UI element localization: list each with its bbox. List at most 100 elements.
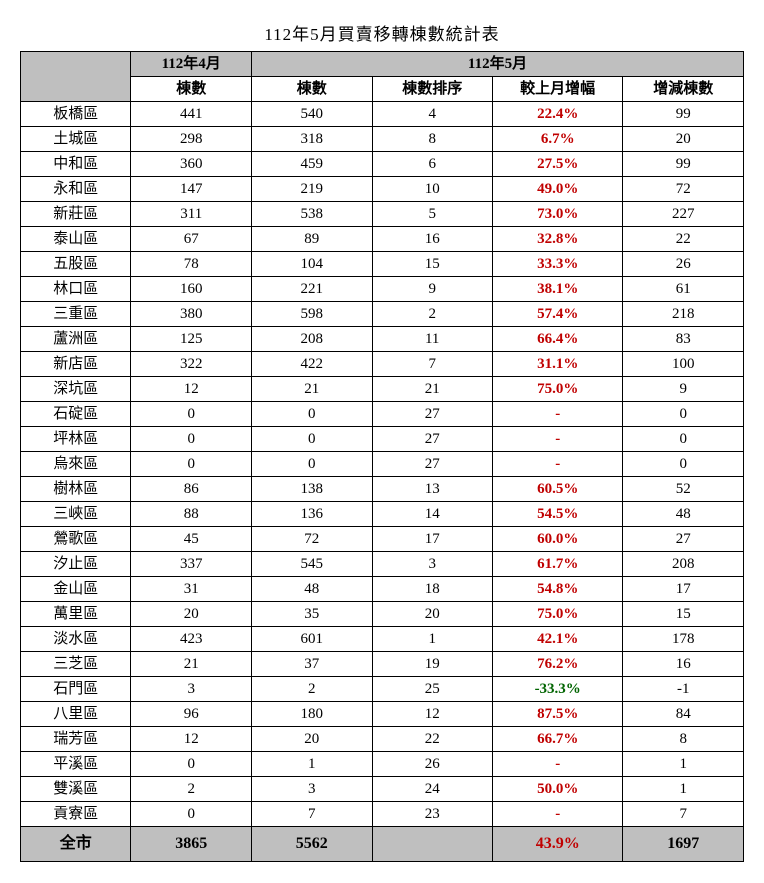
cell-may: 136 [251,502,372,527]
table-row: 三芝區21371976.2%16 [21,652,744,677]
cell-pct: - [492,802,623,827]
cell-may: 104 [251,252,372,277]
table-row: 石門區3225-33.3%-1 [21,677,744,702]
table-row: 烏來區0027-0 [21,452,744,477]
cell-rank: 1 [372,627,492,652]
table-row: 新莊區311538573.0%227 [21,202,744,227]
cell-may: 3 [251,777,372,802]
cell-diff: 84 [623,702,744,727]
cell-district: 瑞芳區 [21,727,131,752]
cell-diff: 208 [623,552,744,577]
cell-diff: 52 [623,477,744,502]
cell-pct: 75.0% [492,602,623,627]
cell-pct: 57.4% [492,302,623,327]
cell-diff: 0 [623,427,744,452]
cell-district: 樹林區 [21,477,131,502]
cell-may: 221 [251,277,372,302]
cell-rank: 25 [372,677,492,702]
table-row: 汐止區337545361.7%208 [21,552,744,577]
cell-pct: 22.4% [492,102,623,127]
cell-may: 422 [251,352,372,377]
cell-rank: 17 [372,527,492,552]
cell-apr: 0 [131,802,252,827]
cell-pct: 31.1% [492,352,623,377]
total-apr: 3865 [131,827,252,862]
header-district-blank [21,52,131,102]
cell-may: 21 [251,377,372,402]
cell-district: 三重區 [21,302,131,327]
table-row: 金山區31481854.8%17 [21,577,744,602]
cell-apr: 31 [131,577,252,602]
table-row: 新店區322422731.1%100 [21,352,744,377]
cell-apr: 0 [131,402,252,427]
cell-district: 林口區 [21,277,131,302]
cell-apr: 12 [131,377,252,402]
cell-diff: 218 [623,302,744,327]
cell-apr: 337 [131,552,252,577]
cell-rank: 6 [372,152,492,177]
cell-apr: 441 [131,102,252,127]
cell-diff: 8 [623,727,744,752]
table-row: 平溪區0126-1 [21,752,744,777]
cell-district: 深坑區 [21,377,131,402]
cell-may: 459 [251,152,372,177]
table-row: 坪林區0027-0 [21,427,744,452]
cell-rank: 19 [372,652,492,677]
cell-may: 180 [251,702,372,727]
total-rank [372,827,492,862]
cell-diff: 16 [623,652,744,677]
cell-apr: 67 [131,227,252,252]
cell-may: 89 [251,227,372,252]
cell-district: 石門區 [21,677,131,702]
cell-district: 泰山區 [21,227,131,252]
table-row: 三重區380598257.4%218 [21,302,744,327]
cell-apr: 86 [131,477,252,502]
header-may-rank: 棟數排序 [372,77,492,102]
cell-pct: 50.0% [492,777,623,802]
cell-district: 鶯歌區 [21,527,131,552]
cell-pct: 87.5% [492,702,623,727]
cell-district: 中和區 [21,152,131,177]
cell-district: 土城區 [21,127,131,152]
cell-district: 平溪區 [21,752,131,777]
cell-district: 坪林區 [21,427,131,452]
cell-district: 板橋區 [21,102,131,127]
table-row: 雙溪區232450.0%1 [21,777,744,802]
cell-apr: 380 [131,302,252,327]
table-row: 萬里區20352075.0%15 [21,602,744,627]
cell-may: 35 [251,602,372,627]
cell-diff: 1 [623,752,744,777]
cell-diff: 20 [623,127,744,152]
table-body: 板橋區441540422.4%99土城區29831886.7%20中和區3604… [21,102,744,862]
table-row: 三峽區881361454.5%48 [21,502,744,527]
cell-pct: 66.4% [492,327,623,352]
total-row: 全市3865556243.9%1697 [21,827,744,862]
table-row: 板橋區441540422.4%99 [21,102,744,127]
cell-rank: 4 [372,102,492,127]
cell-apr: 0 [131,452,252,477]
cell-diff: 72 [623,177,744,202]
header-may-group: 112年5月 [251,52,743,77]
cell-pct: 76.2% [492,652,623,677]
cell-apr: 423 [131,627,252,652]
table-row: 石碇區0027-0 [21,402,744,427]
cell-diff: 99 [623,102,744,127]
cell-apr: 21 [131,652,252,677]
cell-apr: 12 [131,727,252,752]
cell-apr: 147 [131,177,252,202]
cell-district: 金山區 [21,577,131,602]
total-pct: 43.9% [492,827,623,862]
cell-district: 萬里區 [21,602,131,627]
cell-apr: 2 [131,777,252,802]
cell-rank: 21 [372,377,492,402]
cell-diff: 22 [623,227,744,252]
cell-district: 五股區 [21,252,131,277]
cell-district: 淡水區 [21,627,131,652]
cell-rank: 27 [372,452,492,477]
table-row: 鶯歌區45721760.0%27 [21,527,744,552]
cell-apr: 125 [131,327,252,352]
cell-rank: 24 [372,777,492,802]
cell-may: 0 [251,427,372,452]
table-row: 土城區29831886.7%20 [21,127,744,152]
cell-rank: 14 [372,502,492,527]
